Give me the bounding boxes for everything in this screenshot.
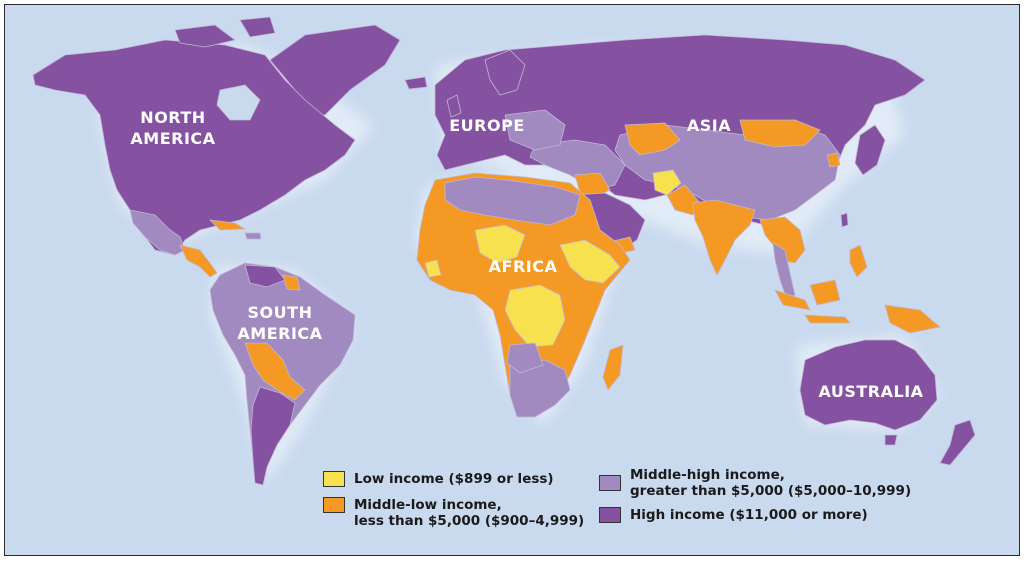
legend-middle-high-text: Middle-high income, greater than $5,000 … bbox=[630, 467, 911, 499]
world-income-map: NORTH AMERICA SOUTH AMERICA EUROPE ASIA … bbox=[4, 4, 1020, 556]
caribbean-islands bbox=[244, 232, 262, 240]
afghanistan bbox=[652, 169, 682, 196]
new-zealand bbox=[939, 419, 976, 466]
hudson-bay bbox=[216, 84, 261, 121]
madagascar bbox=[602, 344, 624, 391]
low-income-swatch bbox=[323, 471, 345, 487]
africa-label: AFRICA bbox=[489, 257, 558, 276]
guyana bbox=[282, 274, 301, 291]
legend-middle-low-text: Middle-low income, less than $5,000 ($90… bbox=[354, 497, 584, 529]
congo-low bbox=[504, 284, 566, 348]
cuba bbox=[209, 219, 246, 231]
central-america bbox=[179, 244, 218, 278]
new-guinea bbox=[884, 304, 941, 334]
botswana-namibia bbox=[506, 342, 544, 374]
sahel-low bbox=[474, 224, 526, 264]
kazakhstan-region bbox=[624, 122, 681, 156]
legend-middle-low-line1: Middle-low income, bbox=[354, 497, 502, 513]
asia-label: ASIA bbox=[687, 116, 731, 135]
taiwan bbox=[840, 212, 849, 228]
middle-low-income-swatch bbox=[323, 497, 345, 513]
north-america-label: NORTH bbox=[140, 108, 205, 127]
india bbox=[692, 199, 756, 276]
europe-label: EUROPE bbox=[449, 116, 525, 135]
australia-landmass bbox=[799, 339, 938, 431]
legend-item-middle-low: Middle-low income, less than $5,000 ($90… bbox=[323, 497, 584, 529]
north-america-label-2: AMERICA bbox=[130, 129, 215, 148]
legend-item-middle-high: Middle-high income, greater than $5,000 … bbox=[599, 467, 911, 499]
indonesia-2 bbox=[809, 279, 841, 306]
iceland bbox=[404, 76, 428, 90]
south-america-label: SOUTH bbox=[248, 303, 313, 322]
legend-low-line1: Low income ($899 or less) bbox=[354, 471, 554, 487]
venezuela bbox=[244, 264, 286, 288]
south-america-label-2: AMERICA bbox=[237, 324, 322, 343]
philippines bbox=[849, 244, 868, 278]
legend-high-text: High income ($11,000 or more) bbox=[630, 507, 868, 523]
legend-item-high: High income ($11,000 or more) bbox=[599, 507, 868, 523]
indonesia-1 bbox=[774, 289, 811, 311]
southern-africa bbox=[509, 359, 571, 418]
west-africa-low bbox=[424, 259, 442, 278]
mongolia bbox=[739, 119, 821, 148]
legend-low-text: Low income ($899 or less) bbox=[354, 471, 554, 487]
chile-argentina bbox=[250, 386, 296, 486]
scandinavia bbox=[484, 49, 526, 96]
middle-high-income-swatch bbox=[599, 475, 621, 491]
ethiopia-somalia-low bbox=[559, 239, 621, 284]
australia-label: AUSTRALIA bbox=[818, 382, 923, 401]
legend-high-line1: High income ($11,000 or more) bbox=[630, 507, 868, 523]
southeast-asia bbox=[759, 216, 806, 264]
map-canvas: NORTH AMERICA SOUTH AMERICA EUROPE ASIA … bbox=[32, 16, 976, 486]
japan bbox=[854, 124, 886, 176]
high-income-swatch bbox=[599, 507, 621, 523]
legend-middle-high-line2: greater than $5,000 ($5,000–10,999) bbox=[630, 483, 912, 499]
north-korea bbox=[826, 152, 841, 168]
arctic-island-2 bbox=[239, 16, 276, 38]
uk bbox=[446, 94, 462, 118]
tasmania bbox=[884, 434, 898, 446]
legend-middle-high-line1: Middle-high income, bbox=[630, 467, 785, 483]
bolivia-peru bbox=[244, 342, 306, 401]
north-africa-mh bbox=[444, 176, 581, 226]
legend-middle-low-line2: less than $5,000 ($900–4,999) bbox=[354, 513, 585, 529]
arctic-island-1 bbox=[174, 24, 236, 48]
north-america-landmass bbox=[32, 39, 356, 256]
indonesia-3 bbox=[804, 314, 851, 324]
mexico bbox=[129, 209, 186, 256]
eastern-europe bbox=[504, 109, 566, 151]
income-legend: Low income ($899 or less) Middle-low inc… bbox=[323, 467, 963, 547]
legend-item-low: Low income ($899 or less) bbox=[323, 471, 554, 487]
